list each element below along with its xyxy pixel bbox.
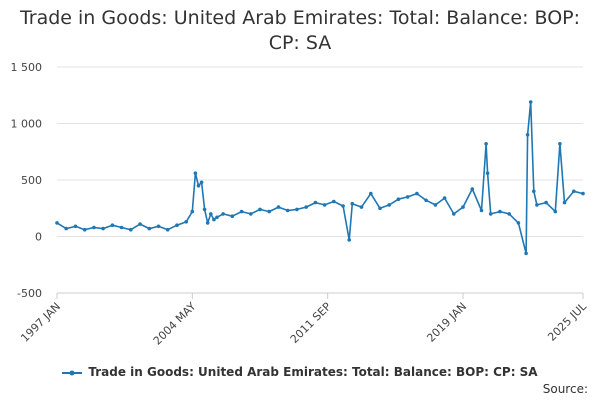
data-point (156, 224, 161, 229)
data-point (193, 171, 198, 175)
data-point (544, 200, 548, 205)
data-point (230, 214, 235, 218)
data-point (147, 226, 152, 231)
data-point (202, 207, 207, 212)
chart-title: Trade in Goods: United Arab Emirates: To… (0, 6, 600, 56)
data-point (258, 207, 262, 212)
data-point (215, 215, 219, 220)
data-point (55, 221, 59, 225)
data-point (558, 142, 562, 146)
data-point (249, 212, 253, 216)
data-point (209, 212, 213, 216)
data-point (239, 209, 244, 214)
data-point (267, 209, 272, 214)
y-tick-label: -500 (17, 287, 42, 300)
data-point (525, 133, 530, 137)
data-point (553, 209, 558, 214)
data-point (82, 227, 87, 232)
x-tick-label: 1997 JAN (18, 300, 63, 345)
data-point (285, 208, 290, 213)
data-point (221, 212, 225, 216)
data-point (190, 209, 195, 214)
data-point (524, 251, 528, 256)
data-point (415, 191, 419, 196)
legend[interactable]: Trade in Goods: United Arab Emirates: To… (0, 365, 600, 379)
legend-series-marker (62, 370, 83, 375)
y-tick-label: 0 (35, 231, 42, 244)
data-point (507, 212, 512, 216)
data-point (212, 217, 216, 222)
y-tick-label: 1 500 (11, 61, 43, 74)
data-point (73, 224, 78, 229)
data-point (387, 203, 392, 207)
data-point (470, 187, 475, 191)
data-point (165, 227, 170, 232)
y-tick-label: 1 000 (11, 118, 43, 131)
x-tick-label: 2011 SEP (288, 300, 334, 346)
data-point (562, 200, 567, 205)
data-point (405, 195, 410, 199)
data-point (276, 205, 281, 209)
x-tick-label: 2025 JUL (545, 299, 589, 343)
data-point (304, 205, 309, 209)
chart-title-line-1: Trade in Goods: United Arab Emirates: To… (19, 7, 581, 29)
data-point (332, 199, 336, 204)
data-point (461, 205, 465, 209)
data-point (350, 201, 355, 206)
data-point (378, 206, 382, 211)
y-tick-label: 500 (21, 174, 42, 187)
data-point (498, 209, 502, 214)
data-point (138, 222, 142, 226)
data-point (485, 171, 490, 175)
legend-series-label: Trade in Goods: United Arab Emirates: To… (88, 365, 538, 379)
data-point (101, 226, 105, 231)
data-point (488, 212, 493, 216)
data-point (119, 225, 124, 230)
data-point (359, 205, 364, 209)
data-point (64, 226, 68, 231)
x-tick-label: 2004 MAY (151, 300, 199, 348)
data-point (199, 180, 204, 185)
data-point (341, 204, 345, 208)
data-point (581, 191, 585, 196)
data-point (479, 208, 484, 213)
data-point (442, 196, 447, 200)
data-point (516, 221, 521, 225)
data-point (184, 220, 188, 224)
data-point (532, 189, 536, 194)
data-point (572, 189, 576, 194)
data-point (484, 142, 488, 146)
data-point (175, 223, 179, 227)
data-point (396, 197, 401, 201)
data-point (129, 227, 133, 232)
data-point (452, 212, 456, 216)
data-point (92, 225, 96, 230)
data-point (347, 238, 352, 242)
data-point (535, 203, 539, 207)
data-point (110, 223, 115, 227)
data-point (322, 203, 327, 207)
source-label: Source: (542, 382, 588, 396)
data-point (528, 100, 533, 104)
data-point (295, 207, 299, 212)
data-point (313, 200, 318, 205)
data-point (433, 203, 438, 207)
data-point (196, 183, 201, 188)
data-point (424, 198, 428, 203)
x-tick-label: 2019 JAN (424, 300, 469, 345)
data-point (205, 221, 210, 225)
data-point (369, 191, 373, 196)
chart-title-line-2: CP: SA (268, 32, 332, 54)
series-line (56, 101, 584, 255)
